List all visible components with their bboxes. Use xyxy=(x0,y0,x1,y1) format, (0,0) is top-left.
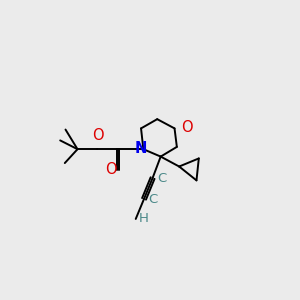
Text: C: C xyxy=(148,193,158,206)
Text: O: O xyxy=(181,120,193,135)
Text: O: O xyxy=(105,162,117,177)
Text: N: N xyxy=(134,141,147,156)
Text: C: C xyxy=(157,172,166,185)
Text: O: O xyxy=(92,128,103,143)
Text: H: H xyxy=(139,212,149,224)
